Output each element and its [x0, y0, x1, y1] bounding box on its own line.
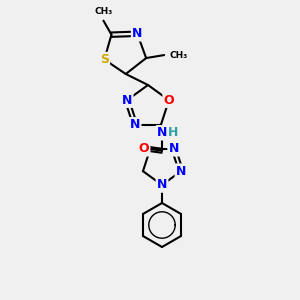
Text: CH₃: CH₃: [169, 51, 188, 60]
Text: N: N: [132, 27, 142, 40]
Text: CH₃: CH₃: [94, 7, 112, 16]
Text: O: O: [139, 142, 149, 155]
Text: O: O: [164, 94, 174, 107]
Text: N: N: [157, 178, 167, 191]
Text: N: N: [130, 118, 140, 131]
Text: N: N: [176, 165, 186, 178]
Text: H: H: [168, 126, 178, 139]
Text: N: N: [157, 126, 167, 139]
Text: S: S: [100, 53, 109, 66]
Text: N: N: [122, 94, 132, 107]
Text: N: N: [169, 142, 179, 155]
